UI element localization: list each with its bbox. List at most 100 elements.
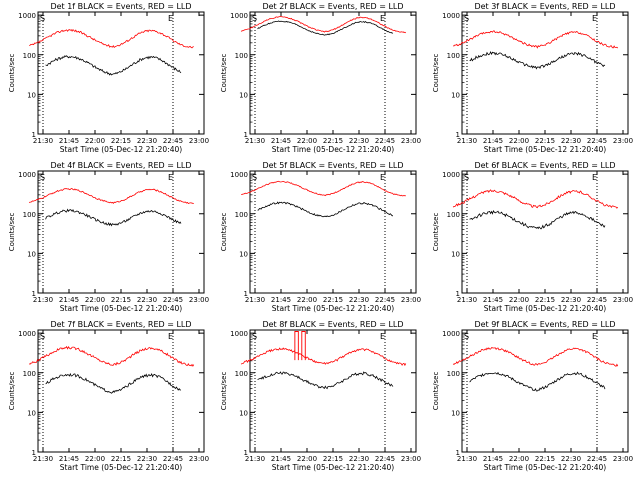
y-tick-label: 100	[235, 211, 248, 219]
lld-series-line	[28, 345, 195, 367]
plot-frame	[37, 11, 205, 135]
x-tick-label: 22:30	[137, 296, 157, 304]
x-tick-label: 21:30	[33, 296, 53, 304]
start-marker: S	[464, 14, 469, 23]
x-tick-label: 23:00	[401, 137, 421, 145]
start-marker: S	[40, 173, 45, 182]
x-tick-label: 22:45	[163, 455, 183, 463]
x-tick-label: 22:45	[375, 455, 395, 463]
y-tick-label: 1000	[230, 330, 248, 338]
x-axis-label: Start Time (05-Dec-12 21:20:40)	[484, 304, 606, 313]
x-tick-label: 22:00	[509, 137, 529, 145]
chart-panel-4: Det 4f BLACK = Events, RED = LLD 1 10 100 10…	[8, 161, 209, 313]
lld-series-line	[241, 180, 406, 197]
x-tick-label: 21:45	[483, 296, 503, 304]
y-tick-label: 100	[447, 211, 460, 219]
y-tick-label: 1000	[18, 12, 36, 20]
x-tick-label: 22:15	[535, 455, 555, 463]
chart-title: Det 1f BLACK = Events, RED = LLD	[50, 2, 191, 11]
x-tick-label: 22:15	[323, 296, 343, 304]
x-tick-label: 22:45	[587, 296, 607, 304]
x-tick-label: 23:00	[613, 455, 633, 463]
x-tick-label: 23:00	[613, 296, 633, 304]
y-tick-label: 100	[23, 211, 36, 219]
chart-panel-9: Det 9f BLACK = Events, RED = LLD 1 10 100 10…	[432, 320, 633, 472]
y-tick-label: 1	[456, 290, 460, 298]
y-tick-label: 1000	[18, 330, 36, 338]
x-tick-label: 21:45	[483, 137, 503, 145]
y-tick-label: 1	[32, 131, 36, 139]
end-marker: E	[168, 14, 173, 23]
x-tick-label: 22:30	[137, 455, 157, 463]
x-tick-label: 22:15	[535, 137, 555, 145]
x-tick-label: 23:00	[613, 137, 633, 145]
chart-title: Det 4f BLACK = Events, RED = LLD	[50, 161, 191, 170]
start-marker: S	[464, 173, 469, 182]
chart-title: Det 2f BLACK = Events, RED = LLD	[262, 2, 403, 11]
x-tick-label: 22:00	[297, 137, 317, 145]
x-tick-label: 22:30	[349, 137, 369, 145]
plot-frame	[249, 11, 417, 135]
x-tick-label: 21:45	[59, 455, 79, 463]
start-marker: S	[464, 332, 469, 341]
y-axis-label: Counts/sec	[220, 54, 228, 93]
x-tick-label: 22:45	[587, 455, 607, 463]
x-tick-label: 22:00	[297, 296, 317, 304]
x-axis-label: Start Time (05-Dec-12 21:20:40)	[484, 463, 606, 472]
x-tick-label: 21:45	[59, 137, 79, 145]
chart-title: Det 3f BLACK = Events, RED = LLD	[474, 2, 615, 11]
start-marker: S	[252, 332, 257, 341]
y-axis-label: Counts/sec	[8, 54, 16, 93]
x-tick-label: 22:15	[111, 296, 131, 304]
lld-series-line	[453, 30, 619, 49]
end-marker: E	[592, 173, 597, 182]
events-series-line	[469, 371, 606, 392]
lld-series-line	[452, 347, 619, 367]
end-marker: E	[592, 14, 597, 23]
start-marker: S	[40, 14, 45, 23]
x-axis-label: Start Time (05-Dec-12 21:20:40)	[484, 145, 606, 154]
x-tick-label: 22:00	[85, 455, 105, 463]
y-tick-label: 10	[451, 409, 460, 417]
x-tick-label: 22:30	[349, 296, 369, 304]
y-tick-label: 100	[235, 370, 248, 378]
y-tick-label: 10	[27, 91, 36, 99]
x-tick-label: 23:00	[189, 296, 209, 304]
plot-frame	[461, 170, 629, 294]
x-axis-label: Start Time (05-Dec-12 21:20:40)	[60, 145, 182, 154]
x-axis-label: Start Time (05-Dec-12 21:20:40)	[272, 145, 394, 154]
end-marker: E	[380, 173, 385, 182]
end-marker: E	[168, 332, 173, 341]
y-tick-label: 100	[235, 52, 248, 60]
x-tick-label: 22:45	[163, 296, 183, 304]
x-tick-label: 22:15	[323, 137, 343, 145]
events-series-line	[45, 208, 182, 227]
y-axis-label: Counts/sec	[432, 372, 440, 411]
x-tick-label: 22:00	[85, 296, 105, 304]
x-tick-label: 23:00	[189, 455, 209, 463]
y-tick-label: 1	[244, 290, 248, 298]
events-series-line	[469, 51, 606, 70]
y-tick-label: 10	[27, 250, 36, 258]
x-tick-label: 22:30	[349, 455, 369, 463]
y-tick-label: 1000	[230, 171, 248, 179]
lld-spike	[294, 331, 299, 361]
events-series-line	[257, 371, 394, 390]
x-tick-label: 22:00	[85, 137, 105, 145]
y-tick-label: 10	[451, 91, 460, 99]
end-marker: E	[168, 173, 173, 182]
x-tick-label: 22:30	[561, 455, 581, 463]
start-marker: S	[252, 173, 257, 182]
x-tick-label: 22:00	[509, 296, 529, 304]
events-series-line	[469, 210, 606, 230]
y-tick-label: 1000	[230, 12, 248, 20]
chart-title: Det 9f BLACK = Events, RED = LLD	[474, 320, 615, 329]
y-tick-label: 1000	[442, 330, 460, 338]
lld-series-line	[29, 28, 194, 49]
x-tick-label: 21:30	[245, 137, 265, 145]
end-marker: E	[380, 14, 385, 23]
y-tick-label: 1000	[442, 12, 460, 20]
events-series-line	[45, 55, 182, 76]
lld-series-line	[240, 347, 407, 367]
